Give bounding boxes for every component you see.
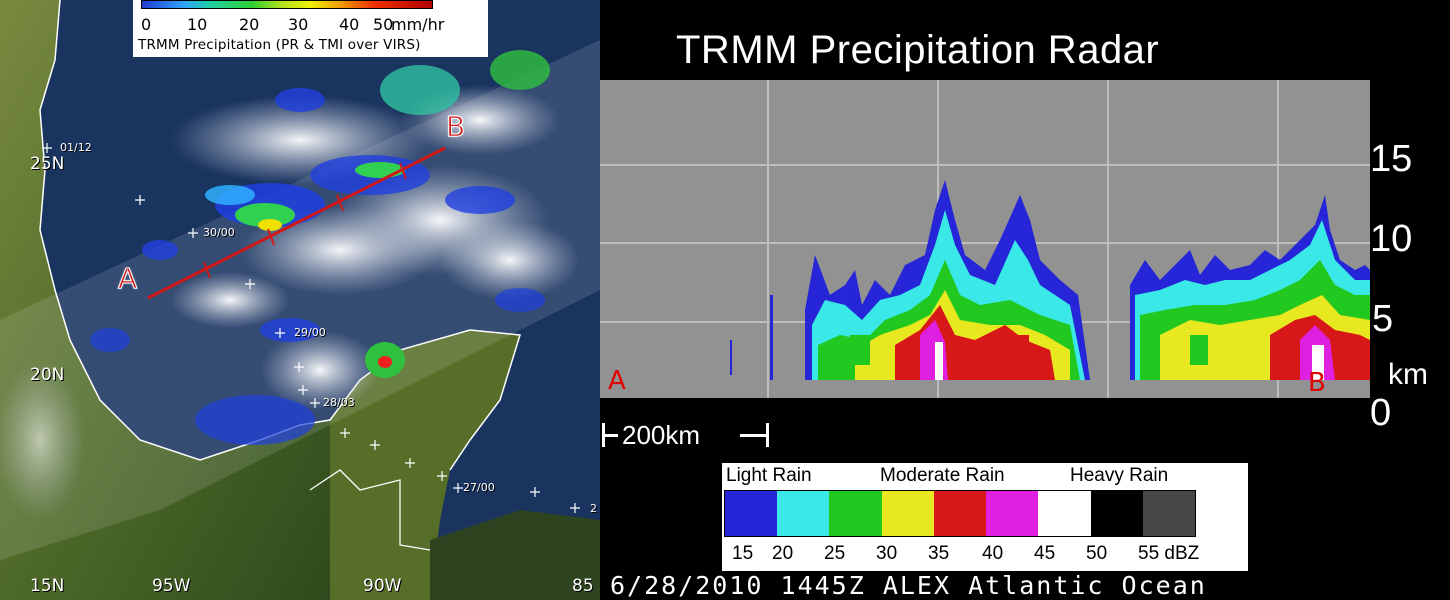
lon-label-90w: 90W bbox=[363, 576, 402, 596]
reflectivity-legend: Light Rain Moderate Rain Heavy Rain 15 2… bbox=[722, 463, 1248, 571]
altitude-tick: 5 bbox=[1372, 298, 1394, 340]
grid-line bbox=[767, 80, 769, 398]
legend-swatch bbox=[933, 491, 987, 536]
map-point-a: A bbox=[117, 262, 138, 296]
radar-title: TRMM Precipitation Radar bbox=[676, 28, 1160, 72]
legend-swatch bbox=[1038, 491, 1091, 536]
legend-value: 55 dBZ bbox=[1138, 543, 1200, 564]
precip-tick: 50 bbox=[373, 15, 394, 34]
grid-line bbox=[600, 242, 1370, 244]
legend-value: 35 bbox=[928, 543, 950, 564]
country-border bbox=[309, 469, 431, 551]
satellite-map: 01/12 30/00 29/00 28/03 27/00 2 25N 20N … bbox=[0, 0, 600, 600]
precip-cluster-left bbox=[730, 180, 1090, 380]
cross-section-ticks bbox=[203, 162, 407, 279]
scale-bar-label: 200km bbox=[622, 420, 701, 450]
reflectivity-profile bbox=[730, 180, 1370, 380]
legend-category-heavy: Heavy Rain bbox=[1070, 465, 1169, 486]
track-time-label: 27/00 bbox=[463, 481, 495, 494]
distance-scale-bar: 200km bbox=[600, 420, 780, 452]
grid-line bbox=[1277, 80, 1279, 398]
lon-label-85: 85 bbox=[572, 576, 594, 596]
footer-caption: 6/28/2010 1445Z ALEX Atlantic Ocean bbox=[610, 571, 1207, 600]
altitude-tick: 15 bbox=[1370, 138, 1413, 180]
yucatan-land bbox=[330, 330, 520, 600]
legend-swatch bbox=[1142, 491, 1195, 536]
legend-swatch bbox=[1090, 491, 1143, 536]
grid-line bbox=[1107, 80, 1109, 398]
precipitation-legend: 0 10 20 30 40 50 mm/hr TRMM Precipitatio… bbox=[133, 0, 488, 57]
legend-value: 25 bbox=[824, 543, 846, 564]
legend-value: 30 bbox=[876, 543, 898, 564]
central-america-land bbox=[430, 510, 600, 600]
precip-tick: 20 bbox=[239, 15, 260, 34]
radar-point-a: A bbox=[608, 366, 626, 396]
track-time-label: 30/00 bbox=[203, 226, 235, 239]
radar-point-b: B bbox=[1308, 368, 1326, 398]
legend-swatch bbox=[777, 491, 830, 536]
track-time-label: 28/03 bbox=[323, 396, 355, 409]
track-time-label: 01/12 bbox=[60, 141, 92, 154]
altitude-tick: 0 bbox=[1370, 392, 1392, 434]
legend-value: 45 bbox=[1034, 543, 1056, 564]
map-point-b: B bbox=[445, 110, 466, 144]
legend-value: 20 bbox=[772, 543, 794, 564]
cross-section-line bbox=[147, 146, 446, 300]
track-time-label: 2 bbox=[590, 502, 597, 515]
legend-swatch bbox=[986, 491, 1039, 536]
legend-value: 40 bbox=[982, 543, 1004, 564]
precip-tick: 10 bbox=[187, 15, 208, 34]
legend-swatch bbox=[725, 491, 778, 536]
lat-label-15n: 15N bbox=[30, 576, 65, 596]
precip-unit: mm/hr bbox=[391, 15, 445, 34]
lat-label-25n: 25N bbox=[30, 154, 65, 174]
legend-category-light: Light Rain bbox=[726, 465, 812, 486]
legend-swatch bbox=[829, 491, 882, 536]
altitude-tick: 10 bbox=[1370, 218, 1413, 260]
storm-track bbox=[42, 143, 580, 513]
radar-cross-section: A B bbox=[600, 80, 1370, 398]
precip-tick: 30 bbox=[288, 15, 309, 34]
lat-label-20n: 20N bbox=[30, 365, 65, 385]
altitude-unit: km bbox=[1388, 358, 1428, 391]
legend-category-moderate: Moderate Rain bbox=[880, 465, 1005, 486]
coastline bbox=[39, 0, 521, 471]
legend-value: 15 bbox=[732, 543, 754, 564]
grid-line bbox=[600, 164, 1370, 166]
precip-cluster-right bbox=[1130, 195, 1370, 380]
legend-value: 50 bbox=[1086, 543, 1108, 564]
legend-swatch bbox=[881, 491, 934, 536]
track-time-label: 29/00 bbox=[294, 326, 326, 339]
map-graphic bbox=[0, 0, 600, 600]
precip-tick: 0 bbox=[141, 15, 152, 34]
precip-caption: TRMM Precipitation (PR & TMI over VIRS) bbox=[138, 37, 421, 53]
legend-swatches bbox=[724, 490, 1196, 537]
lon-label-95w: 95W bbox=[152, 576, 191, 596]
precipitation-color-bar bbox=[141, 0, 433, 9]
precip-tick: 40 bbox=[339, 15, 360, 34]
